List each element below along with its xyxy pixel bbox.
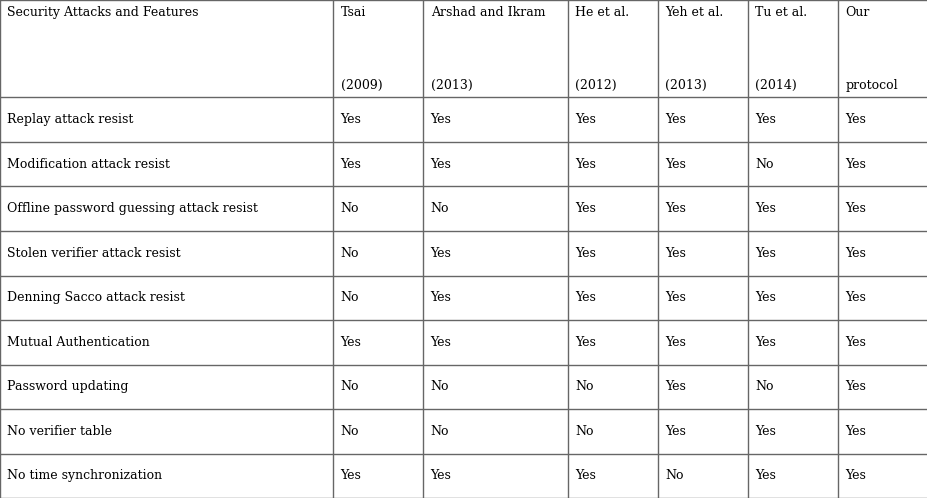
Text: No: No — [430, 425, 449, 438]
Text: Yes: Yes — [844, 113, 865, 126]
Text: (2013): (2013) — [665, 79, 706, 92]
Text: Yes: Yes — [340, 113, 361, 126]
Text: Yes: Yes — [430, 469, 451, 482]
Text: Yes: Yes — [755, 291, 775, 304]
Text: No: No — [340, 380, 359, 393]
Text: Yes: Yes — [665, 158, 685, 171]
Text: Yes: Yes — [844, 425, 865, 438]
Text: Yes: Yes — [665, 291, 685, 304]
Text: Replay attack resist: Replay attack resist — [7, 113, 133, 126]
Text: protocol: protocol — [844, 79, 897, 92]
Text: Yes: Yes — [430, 247, 451, 260]
Text: Tsai: Tsai — [340, 6, 365, 19]
Text: No: No — [340, 202, 359, 215]
Text: Denning Sacco attack resist: Denning Sacco attack resist — [7, 291, 185, 304]
Text: No: No — [340, 425, 359, 438]
Text: Yes: Yes — [665, 336, 685, 349]
Text: No: No — [340, 291, 359, 304]
Text: Yes: Yes — [575, 113, 595, 126]
Text: Yes: Yes — [340, 336, 361, 349]
Text: Modification attack resist: Modification attack resist — [7, 158, 171, 171]
Text: Yes: Yes — [340, 158, 361, 171]
Text: Yes: Yes — [430, 291, 451, 304]
Text: Yes: Yes — [844, 247, 865, 260]
Text: No: No — [575, 380, 593, 393]
Text: No: No — [575, 425, 593, 438]
Text: Yes: Yes — [575, 158, 595, 171]
Text: No: No — [665, 469, 683, 482]
Text: Yes: Yes — [665, 380, 685, 393]
Text: Yes: Yes — [844, 469, 865, 482]
Text: Yes: Yes — [575, 469, 595, 482]
Text: Yes: Yes — [665, 247, 685, 260]
Text: Yes: Yes — [430, 113, 451, 126]
Text: Yes: Yes — [665, 425, 685, 438]
Text: Yes: Yes — [844, 158, 865, 171]
Text: (2009): (2009) — [340, 79, 382, 92]
Text: Yes: Yes — [755, 247, 775, 260]
Text: Yes: Yes — [844, 380, 865, 393]
Text: Yes: Yes — [755, 202, 775, 215]
Text: Yes: Yes — [755, 113, 775, 126]
Text: Yes: Yes — [430, 336, 451, 349]
Text: Yes: Yes — [844, 291, 865, 304]
Text: No: No — [430, 202, 449, 215]
Text: (2012): (2012) — [575, 79, 616, 92]
Text: Arshad and Ikram: Arshad and Ikram — [430, 6, 544, 19]
Text: (2013): (2013) — [430, 79, 472, 92]
Text: Yes: Yes — [665, 202, 685, 215]
Text: Tu et al.: Tu et al. — [755, 6, 806, 19]
Text: No: No — [755, 380, 773, 393]
Text: Yeh et al.: Yeh et al. — [665, 6, 723, 19]
Text: Yes: Yes — [430, 158, 451, 171]
Text: Yes: Yes — [844, 336, 865, 349]
Text: Mutual Authentication: Mutual Authentication — [7, 336, 150, 349]
Text: Password updating: Password updating — [7, 380, 129, 393]
Text: Yes: Yes — [340, 469, 361, 482]
Text: (2014): (2014) — [755, 79, 796, 92]
Text: Stolen verifier attack resist: Stolen verifier attack resist — [7, 247, 181, 260]
Text: No: No — [430, 380, 449, 393]
Text: Yes: Yes — [755, 469, 775, 482]
Text: No verifier table: No verifier table — [7, 425, 112, 438]
Text: Yes: Yes — [844, 202, 865, 215]
Text: Yes: Yes — [575, 336, 595, 349]
Text: Yes: Yes — [755, 336, 775, 349]
Text: Yes: Yes — [575, 202, 595, 215]
Text: Offline password guessing attack resist: Offline password guessing attack resist — [7, 202, 258, 215]
Text: No: No — [755, 158, 773, 171]
Text: Yes: Yes — [665, 113, 685, 126]
Text: He et al.: He et al. — [575, 6, 629, 19]
Text: Yes: Yes — [575, 291, 595, 304]
Text: Yes: Yes — [755, 425, 775, 438]
Text: Yes: Yes — [575, 247, 595, 260]
Text: Our: Our — [844, 6, 869, 19]
Text: Security Attacks and Features: Security Attacks and Features — [7, 6, 198, 19]
Text: No: No — [340, 247, 359, 260]
Text: No time synchronization: No time synchronization — [7, 469, 162, 482]
